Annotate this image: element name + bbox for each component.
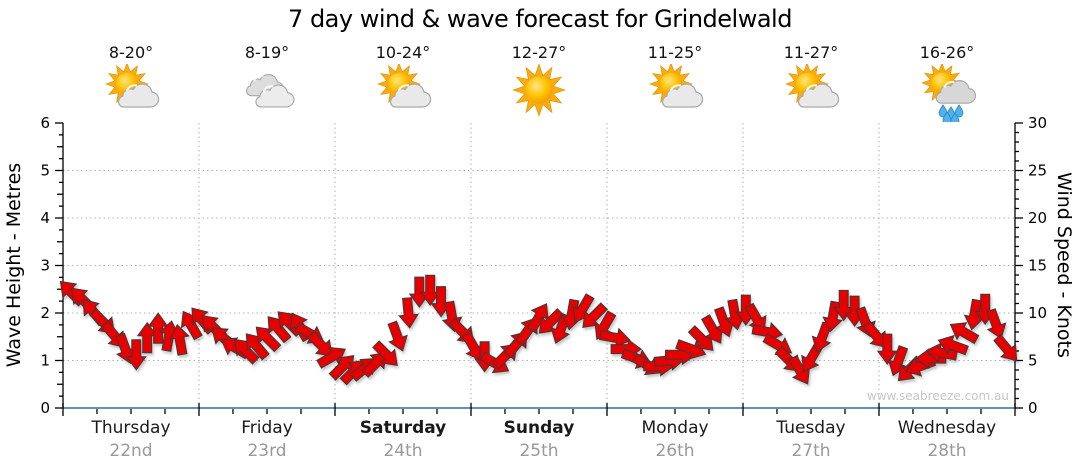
gridlines [63,123,1015,408]
day-temperature: 12-27° [511,43,567,62]
day-date: 22nd [109,441,153,461]
wind-barb-series [59,274,1018,386]
left-tick-label: 1 [40,352,50,370]
wind-barb [306,330,333,357]
tick-labels: 0 1 2 3 4 5 6 0 5 10 15 20 25 30 [40,114,1047,417]
day-date: 25th [519,441,559,461]
day-name: Monday [641,418,709,438]
day-name: Thursday [91,418,171,438]
right-tick-label: 30 [1028,114,1047,132]
wind-barb [361,352,387,378]
day-name: Tuesday [776,418,846,438]
wind-barb [949,322,980,345]
left-tick-label: 6 [40,114,50,132]
left-tick-label: 3 [40,257,50,275]
day-date: 27th [791,441,831,461]
day-temperature: 16-26° [919,43,975,62]
day-date: 26th [655,441,695,461]
sun-cloud-icon [374,62,432,118]
day-name: Friday [241,418,293,438]
wind-barb [876,333,898,365]
left-tick-label: 2 [40,304,50,322]
wind-barb [169,323,190,356]
wind-barb [316,346,346,369]
wind-barb [125,339,147,371]
wind-barb [937,334,969,356]
watermark: www.seabreeze.com.au [867,389,1009,403]
day-name: Sunday [503,418,575,438]
right-tick-label: 0 [1028,399,1038,417]
day-date: 23rd [247,441,287,461]
right-tick-label: 20 [1028,209,1047,227]
day-name: Wednesday [897,418,997,438]
wind-barb [675,339,707,360]
clouds-icon [238,64,296,118]
right-tick-label: 10 [1028,304,1047,322]
left-tick-label: 4 [40,209,50,227]
day-date: 28th [927,441,967,461]
left-tick-label: 0 [40,399,50,417]
day-temperature: 11-27° [783,43,839,62]
sun-cloud-icon [782,62,840,118]
wind-barb [862,320,887,348]
day-temperature: 8-20° [108,43,154,62]
right-tick-label: 15 [1028,257,1047,275]
wind-barb [986,308,1007,340]
day-temperature: 11-25° [647,43,703,62]
sun-icon [510,63,568,118]
right-tick-label: 5 [1028,352,1038,370]
day-name: Saturday [359,418,447,438]
right-tick-label: 25 [1028,162,1047,180]
wind-barb [398,297,419,329]
day-temperature: 10-24° [375,43,431,62]
wind-barb [387,320,408,352]
page-title: 7 day wind & wave forecast for Grindelwa… [288,5,792,33]
left-tick-label: 5 [40,162,50,180]
sun-cloud-rain-icon [918,62,977,126]
sun-cloud-icon [646,62,704,118]
axes [55,122,1023,416]
day-date: 24th [383,441,423,461]
wind-barb [582,302,608,329]
wind-barb [744,302,767,333]
sun-cloud-icon [102,62,160,118]
wind-barb [372,340,398,367]
wind-barb [993,334,1018,362]
day-temperature: 8-19° [244,43,290,62]
